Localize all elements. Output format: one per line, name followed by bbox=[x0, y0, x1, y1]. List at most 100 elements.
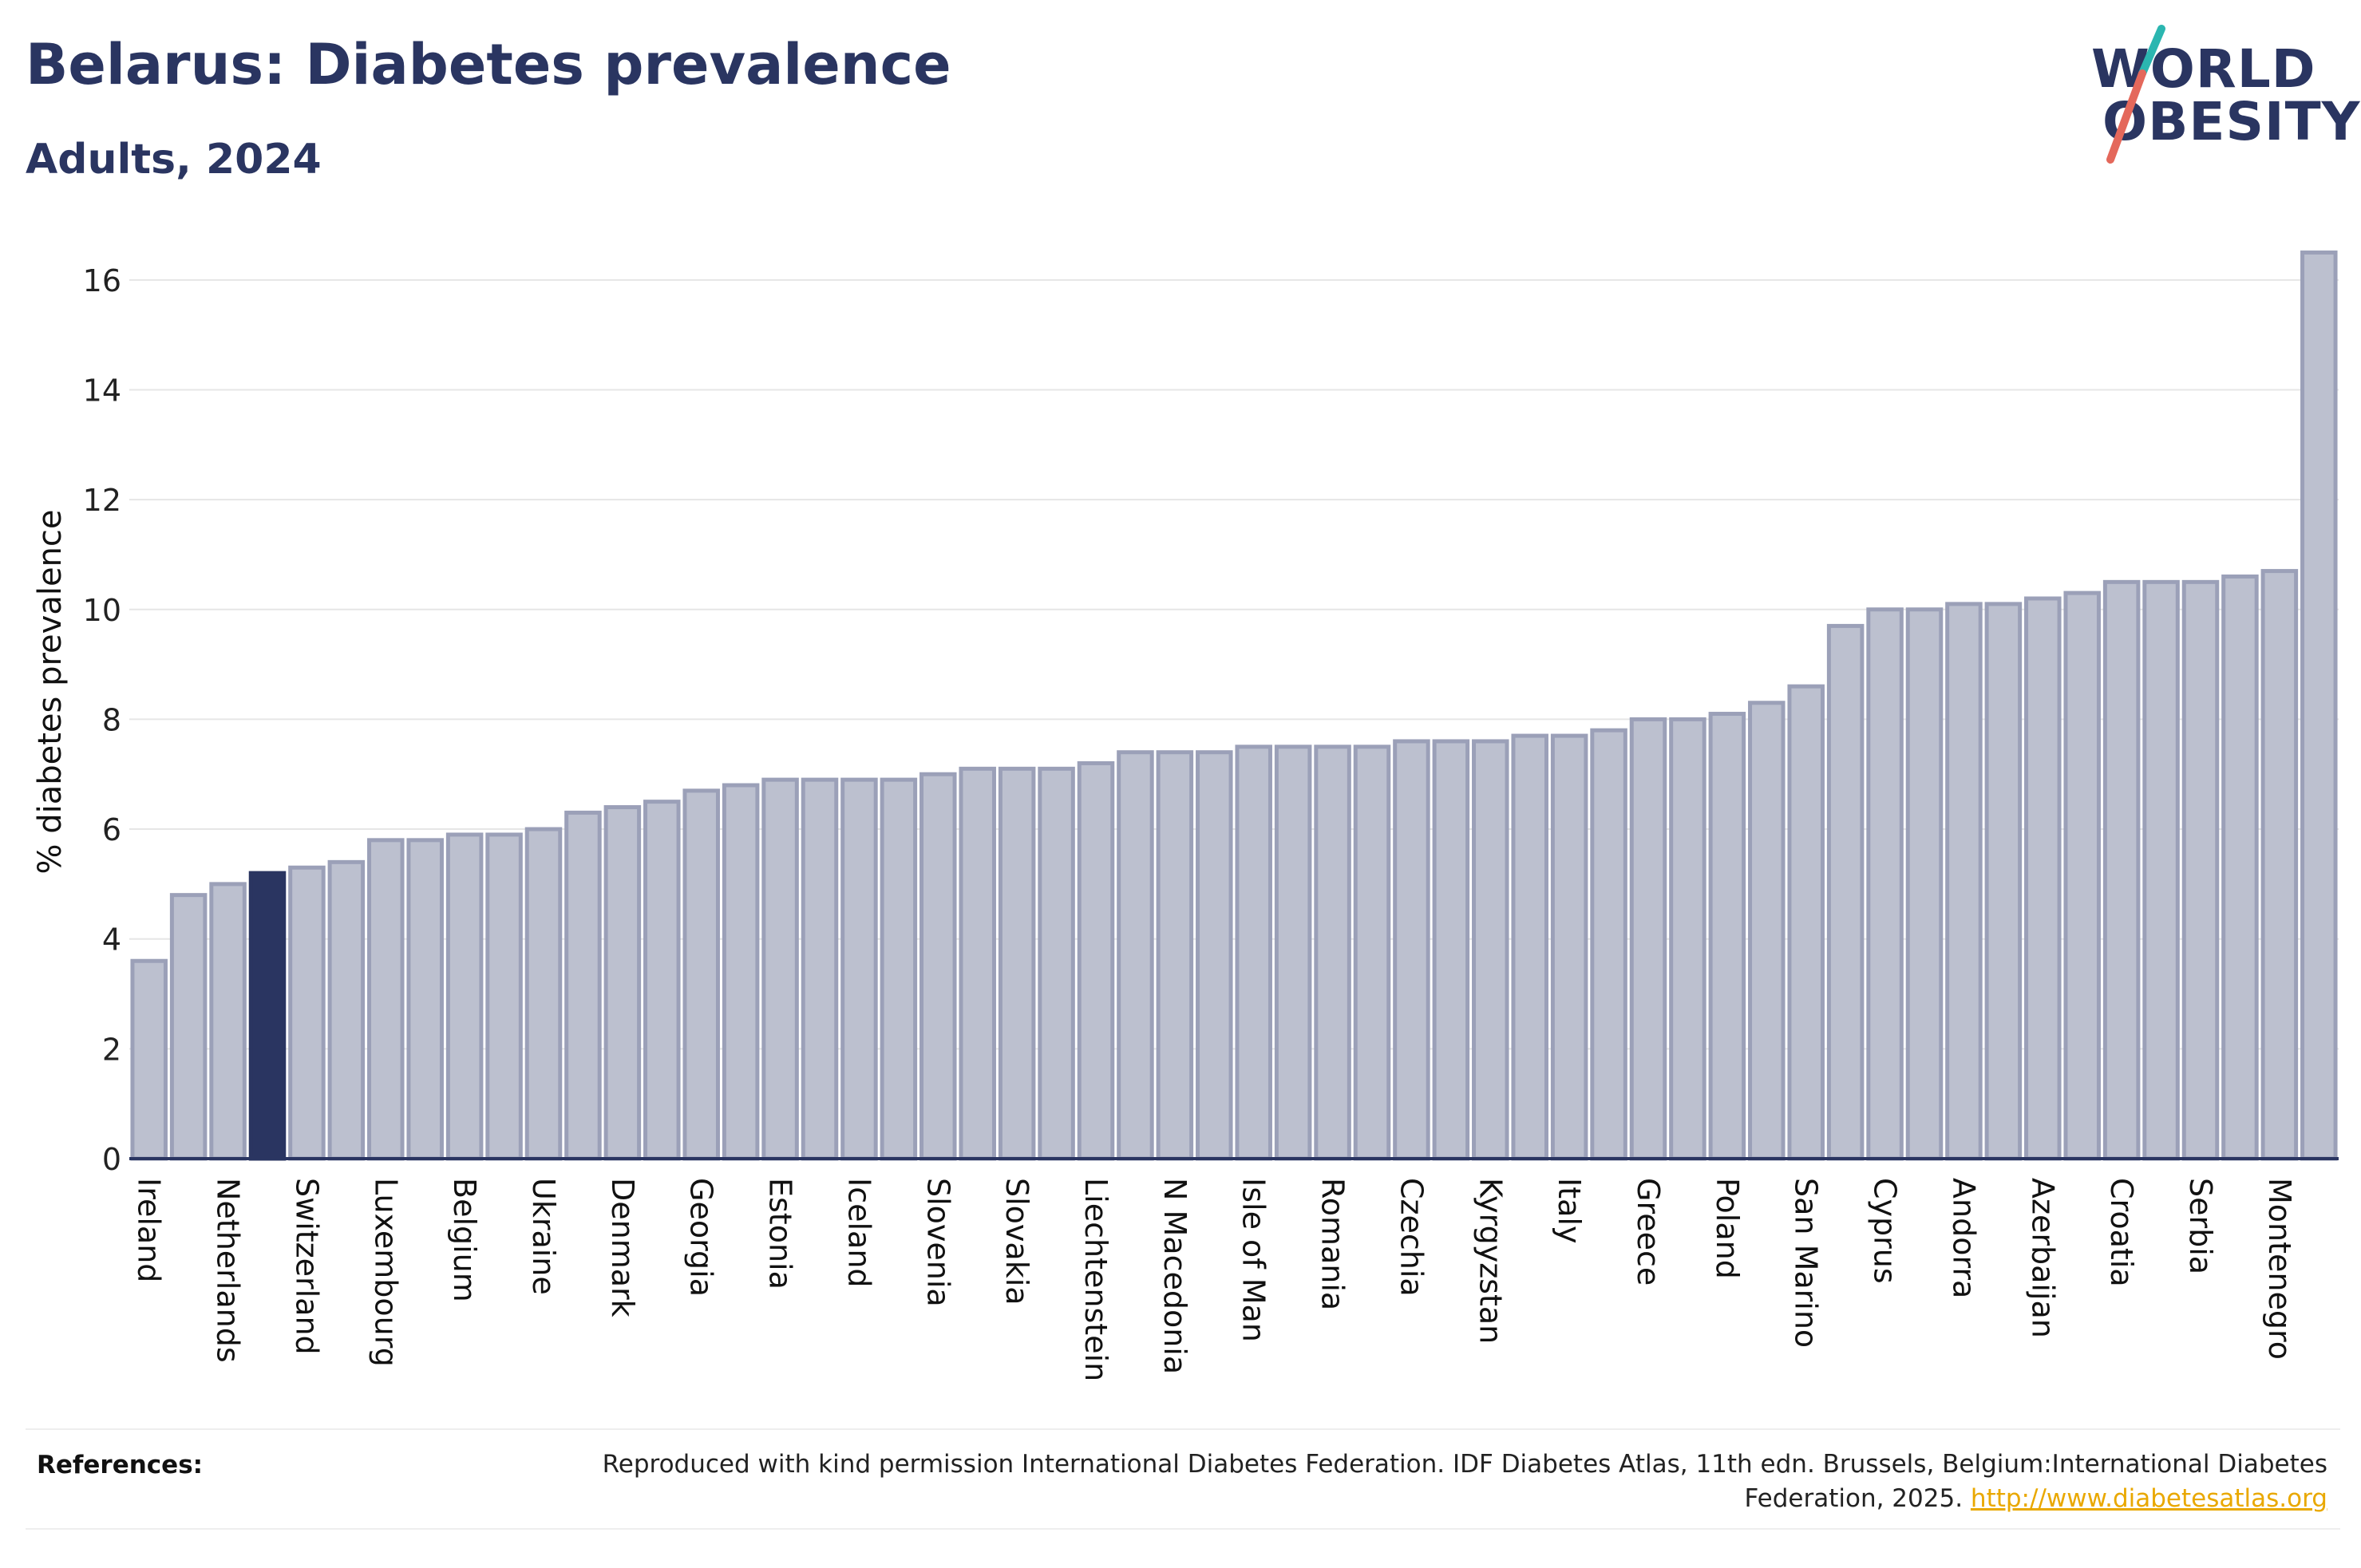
x-tick-label: Kyrgyzstan bbox=[1473, 1178, 1508, 1344]
bar-38 bbox=[1629, 717, 1667, 1161]
x-tick-label: Montenegro bbox=[2262, 1178, 2297, 1360]
bar-7 bbox=[406, 838, 444, 1161]
bar-49 bbox=[2063, 590, 2101, 1161]
bar-32 bbox=[1393, 739, 1430, 1161]
bar-34 bbox=[1472, 739, 1509, 1161]
bar-31 bbox=[1353, 745, 1391, 1161]
bar-37 bbox=[1590, 728, 1627, 1161]
bar-48 bbox=[2024, 596, 2062, 1161]
x-tick-label: Ukraine bbox=[526, 1178, 561, 1295]
page-title: Belarus: Diabetes prevalence bbox=[26, 32, 951, 97]
bar-44 bbox=[1866, 607, 1904, 1161]
bar-22 bbox=[998, 766, 1036, 1161]
bar-54 bbox=[2260, 569, 2299, 1161]
x-tick-label: Liechtenstein bbox=[1078, 1178, 1113, 1381]
y-tick-label: 8 bbox=[102, 702, 121, 737]
bar-47 bbox=[1984, 602, 2023, 1161]
bar-33 bbox=[1432, 739, 1470, 1161]
bar-50 bbox=[2102, 579, 2141, 1161]
bar-40 bbox=[1708, 712, 1746, 1161]
x-tick-label: Poland bbox=[1710, 1178, 1745, 1279]
x-tick-label: Greece bbox=[1631, 1178, 1666, 1286]
x-tick-label: Denmark bbox=[605, 1178, 640, 1317]
bar-9 bbox=[485, 832, 523, 1161]
x-tick-label: Serbia bbox=[2183, 1178, 2218, 1274]
bar-53 bbox=[2221, 574, 2259, 1161]
bar-12 bbox=[603, 805, 642, 1161]
bar-13 bbox=[643, 800, 681, 1161]
x-tick-label: Slovakia bbox=[999, 1178, 1034, 1305]
x-tick-label: Andorra bbox=[1946, 1178, 1981, 1298]
x-tick-label: Estonia bbox=[763, 1178, 798, 1290]
x-tick-label: San Marino bbox=[1789, 1178, 1824, 1348]
y-tick-label: 14 bbox=[83, 373, 121, 408]
footer-top-rule bbox=[26, 1428, 2340, 1430]
bar-15 bbox=[722, 783, 760, 1161]
references-link[interactable]: http://www.diabetesatlas.org bbox=[1970, 1484, 2327, 1513]
bar-16 bbox=[761, 777, 799, 1161]
bar-2 bbox=[209, 882, 247, 1161]
bar-23 bbox=[1038, 766, 1075, 1161]
references-label: References: bbox=[37, 1451, 204, 1479]
bar-11 bbox=[564, 810, 602, 1161]
bar-41 bbox=[1748, 701, 1786, 1161]
y-tick-label: 10 bbox=[83, 593, 121, 628]
bar-42 bbox=[1787, 684, 1825, 1161]
bar-19 bbox=[880, 777, 918, 1161]
bar-20 bbox=[919, 772, 957, 1161]
bar-14 bbox=[682, 788, 720, 1161]
bar-45 bbox=[1905, 607, 1944, 1161]
bar-4 bbox=[288, 865, 326, 1161]
bar-3 bbox=[248, 871, 287, 1161]
y-tick-label: 2 bbox=[102, 1032, 121, 1067]
bars bbox=[130, 250, 2338, 1161]
x-tick-label: Romania bbox=[1315, 1178, 1351, 1310]
x-tick-label: Georgia bbox=[684, 1178, 719, 1297]
y-tick-label: 0 bbox=[102, 1142, 121, 1177]
footer-bottom-rule bbox=[26, 1528, 2340, 1530]
bar-25 bbox=[1117, 750, 1154, 1161]
bar-0 bbox=[130, 958, 168, 1161]
x-tick-labels: Ireland Netherlands Switzerland Luxembourg B… bbox=[132, 1178, 2297, 1381]
x-tick-label: Switzerland bbox=[289, 1178, 324, 1355]
bar-29 bbox=[1274, 745, 1312, 1161]
bar-35 bbox=[1511, 733, 1548, 1161]
world-obesity-logo: WORLD OBESITY bbox=[2075, 24, 2359, 168]
bar-46 bbox=[1945, 602, 1983, 1161]
y-tick-label: 12 bbox=[83, 483, 121, 518]
bar-51 bbox=[2142, 579, 2180, 1161]
x-tick-label: Belgium bbox=[447, 1178, 482, 1302]
bar-39 bbox=[1669, 717, 1706, 1161]
x-tick-label: Czechia bbox=[1394, 1178, 1429, 1297]
bar-17 bbox=[801, 777, 839, 1161]
bar-24 bbox=[1077, 760, 1115, 1161]
bar-5 bbox=[327, 859, 366, 1161]
x-tick-label: Luxembourg bbox=[368, 1178, 403, 1367]
x-tick-label: Slovenia bbox=[920, 1178, 955, 1307]
logo-slash-icon bbox=[2106, 25, 2165, 164]
bar-10 bbox=[524, 827, 563, 1161]
x-tick-label: Croatia bbox=[2104, 1178, 2139, 1287]
logo-line-2: OBESITY bbox=[2102, 91, 2361, 152]
bar-18 bbox=[840, 777, 878, 1161]
bar-8 bbox=[445, 832, 484, 1161]
x-tick-label: Azerbaijan bbox=[2025, 1178, 2060, 1338]
y-tick-label: 4 bbox=[102, 922, 121, 958]
page-subtitle: Adults, 2024 bbox=[26, 136, 322, 184]
y-tick-labels: 0 2 4 6 8 10 12 14 16 bbox=[83, 263, 121, 1177]
bar-43 bbox=[1826, 623, 1865, 1161]
bar-28 bbox=[1235, 745, 1272, 1161]
x-tick-label: Cyprus bbox=[1868, 1178, 1903, 1284]
bar-30 bbox=[1314, 745, 1351, 1161]
bar-1 bbox=[169, 893, 208, 1161]
bar-27 bbox=[1196, 750, 1233, 1161]
x-tick-label: N Macedonia bbox=[1157, 1178, 1192, 1374]
bar-chart: 0 2 4 6 8 10 12 14 16 Ireland Netherlands Switzerl… bbox=[32, 250, 2339, 1381]
y-tick-label: 16 bbox=[83, 263, 121, 298]
x-tick-label: Iceland bbox=[841, 1178, 876, 1288]
bar-52 bbox=[2181, 579, 2220, 1161]
y-axis-label: % diabetes prevalence bbox=[32, 509, 69, 874]
bar-21 bbox=[959, 766, 996, 1161]
x-tick-label: Isle of Man bbox=[1236, 1178, 1271, 1342]
y-tick-label: 6 bbox=[102, 812, 121, 847]
